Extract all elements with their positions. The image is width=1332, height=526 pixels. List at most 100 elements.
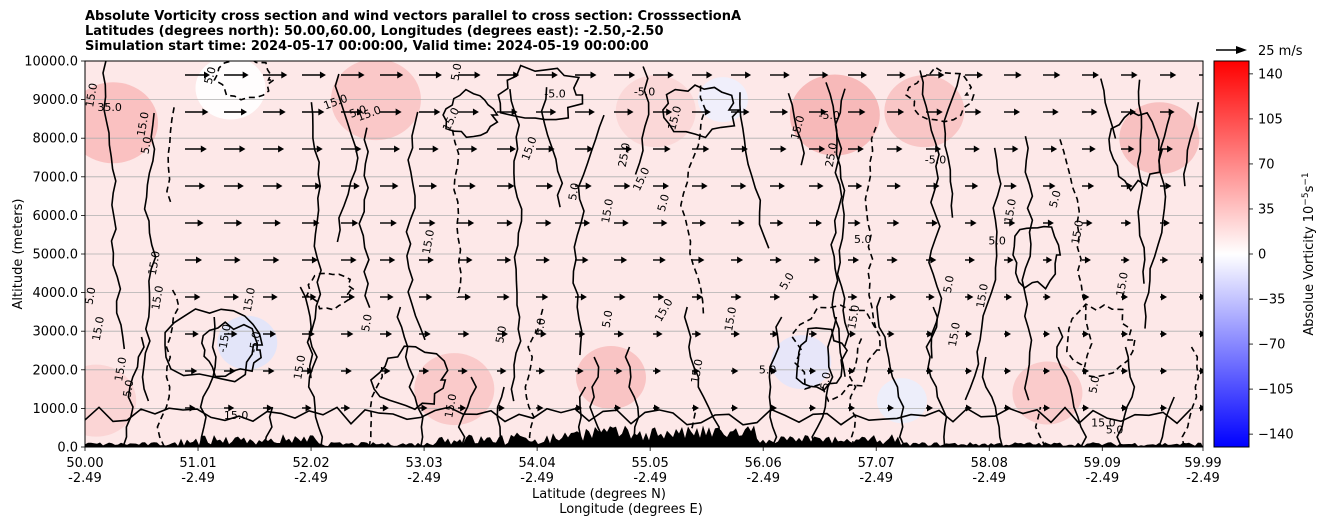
colorbar-tick-label: 70 — [1258, 157, 1275, 172]
contour-label: -5.0 — [544, 88, 565, 101]
wind-vector — [1004, 71, 1022, 79]
contour-line — [1181, 346, 1200, 447]
contour-loop — [442, 88, 499, 139]
wind-vector — [809, 367, 816, 375]
wind-vector — [1082, 256, 1091, 264]
wind-vector — [1043, 219, 1054, 227]
x-tick-label-lon: -2.49 — [972, 471, 1006, 486]
wind-vector — [1199, 330, 1203, 338]
wind-vector — [575, 71, 597, 79]
wind-vector — [1082, 404, 1089, 412]
wind-vector — [458, 330, 470, 338]
y-tick-label: 9000.0 — [33, 93, 79, 108]
wind-vector — [263, 71, 288, 79]
chart-title-block: Absolute Vorticity cross section and win… — [85, 9, 741, 54]
contour-label: 15.0 — [83, 82, 100, 108]
contour-loop — [662, 84, 741, 139]
wind-vector — [1160, 108, 1175, 116]
colorbar-tick-label: −70 — [1258, 338, 1285, 353]
contour-label: 25.0 — [823, 142, 840, 168]
wind-vector — [1082, 182, 1095, 190]
wind-vector — [614, 367, 623, 375]
contour-label: 5.0 — [941, 275, 957, 294]
wind-vector — [419, 71, 442, 79]
wind-vector — [1199, 367, 1203, 375]
contour-loop — [164, 308, 264, 383]
wind-vector — [380, 404, 389, 412]
wind-vector — [1160, 404, 1167, 412]
contour-lines — [85, 61, 1200, 447]
chart-title-line-2: Latitudes (degrees north): 50.00,60.00, … — [85, 24, 664, 39]
wind-vector — [380, 256, 396, 264]
contour-line — [1059, 139, 1093, 368]
contour-line — [1182, 102, 1200, 187]
field-blob — [876, 378, 927, 424]
wind-vector — [458, 182, 476, 190]
wind-vector — [731, 330, 740, 338]
contour-label: 15.0 — [599, 198, 616, 224]
wind-vector — [887, 256, 898, 264]
wind-vector — [692, 145, 710, 153]
wind-vector — [1121, 108, 1136, 116]
wind-vector — [653, 108, 673, 116]
wind-vector — [302, 256, 318, 264]
wind-vector — [1121, 293, 1128, 301]
contour-label: 15.0 — [788, 114, 807, 141]
contour-line — [683, 306, 721, 447]
wind-vector — [692, 219, 707, 227]
wind-vector — [575, 293, 587, 301]
wind-vector — [653, 71, 674, 79]
wind-vector — [224, 182, 244, 190]
contour-line — [156, 286, 180, 447]
wind-vector — [653, 367, 661, 375]
wind-vector — [263, 330, 277, 338]
y-tick-label: 3000.0 — [33, 325, 79, 340]
wind-vector — [1004, 219, 1016, 227]
x-tick-label-lat: 50.00 — [66, 456, 103, 471]
field-blob — [615, 75, 696, 148]
wind-vector — [458, 367, 468, 375]
contour-label: 15.0 — [90, 315, 107, 341]
contour-label: 15.0 — [149, 285, 166, 311]
y-tick-label: 10000.0 — [24, 55, 78, 70]
x-tick-label-lon: -2.49 — [68, 471, 102, 486]
contour-label: 5.0 — [139, 136, 155, 155]
wind-vector — [497, 71, 520, 79]
wind-vector — [341, 108, 363, 116]
contour-label: 15.0 — [845, 304, 862, 330]
x-tick-label-lon: -2.49 — [181, 471, 215, 486]
contour-label: 5.0 — [759, 364, 777, 377]
wind-vector — [575, 367, 584, 375]
contour-label: 5.0 — [988, 234, 1006, 247]
x-tick-label-lat: 52.02 — [292, 456, 329, 471]
wind-vector — [263, 145, 285, 153]
contour-label: 5.0 — [600, 309, 616, 328]
contour-line — [864, 126, 878, 332]
contour-label: 5.0 — [1047, 189, 1064, 209]
wind-vector — [887, 108, 905, 116]
wind-vector — [614, 404, 621, 412]
contour-label: 15.0 — [135, 111, 152, 137]
contour-line — [981, 356, 1004, 447]
wind-vector — [1121, 330, 1128, 338]
contour-label: 15.0 — [665, 104, 684, 131]
wind-vector — [770, 145, 787, 153]
wind-vector — [263, 256, 280, 264]
wind-vector — [458, 404, 467, 412]
wind-vector — [1004, 293, 1013, 301]
contour-label: 15.0 — [689, 358, 706, 384]
wind-vector — [575, 219, 591, 227]
wind-vector — [1160, 293, 1167, 301]
wind-vector — [224, 367, 236, 375]
wind-vector — [770, 367, 777, 375]
x-axis: 50.00-2.4951.01-2.4952.02-2.4953.03-2.49… — [66, 447, 1222, 486]
wind-vector — [536, 219, 552, 227]
wind-vector — [965, 404, 972, 412]
wind-vector — [536, 367, 546, 375]
wind-vector — [458, 256, 473, 264]
wind-vector — [224, 219, 243, 227]
wind-vector — [1121, 71, 1138, 79]
wind-vector — [419, 182, 438, 190]
contour-label: -5.0 — [247, 330, 264, 353]
